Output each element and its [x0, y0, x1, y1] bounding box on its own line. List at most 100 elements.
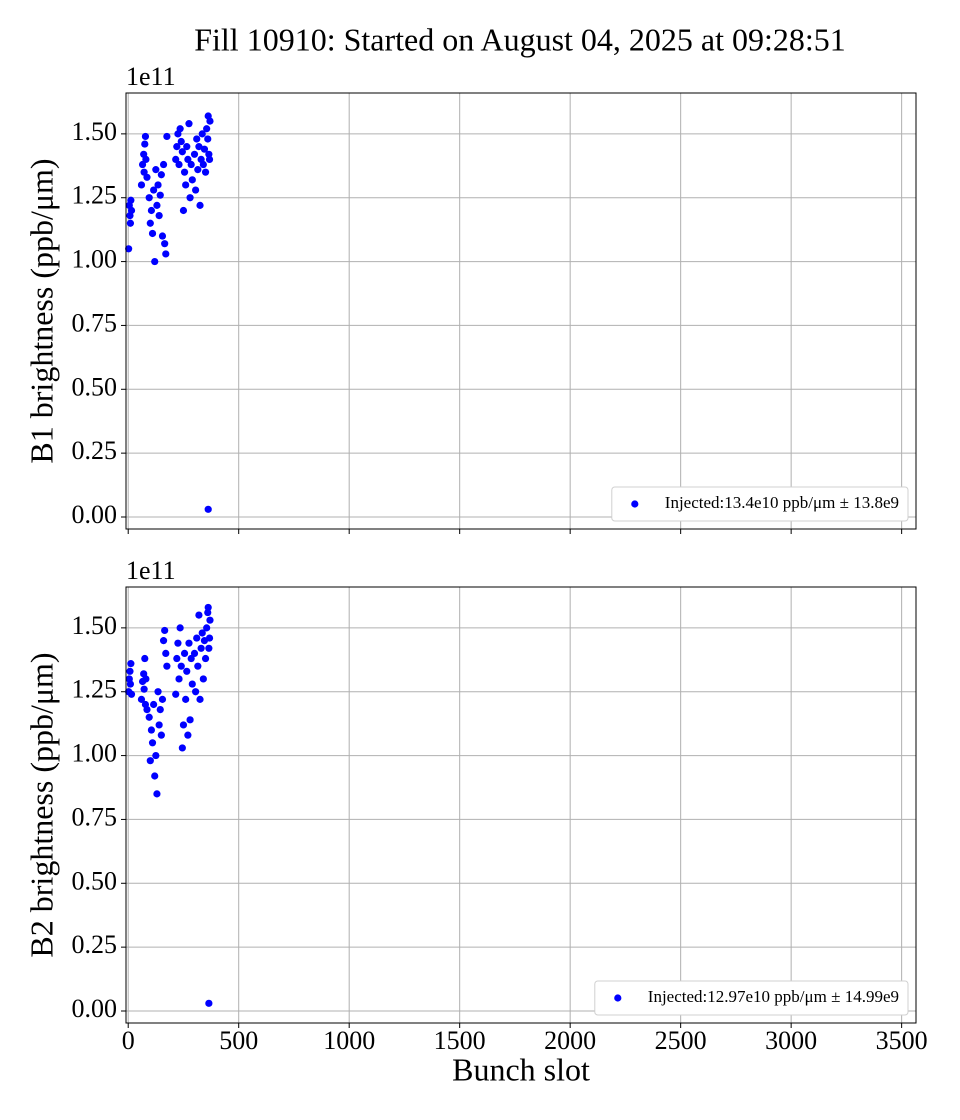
- data-point: [157, 171, 165, 179]
- data-point: [194, 662, 202, 670]
- data-point: [172, 690, 180, 698]
- data-point: [178, 148, 186, 156]
- data-point: [148, 229, 157, 238]
- data-point: [201, 168, 210, 176]
- data-point: [156, 191, 164, 199]
- legend-label: Injected:13.4e10 ppb/μm ± 13.8e9: [665, 493, 899, 512]
- data-point: [126, 219, 135, 227]
- data-point: [183, 667, 191, 675]
- data-point: [182, 695, 190, 703]
- data-point: [143, 706, 151, 714]
- data-point: [175, 160, 183, 169]
- data-point: [143, 173, 151, 181]
- data-point: [151, 772, 159, 780]
- data-point: [187, 160, 195, 169]
- legend: Injected:12.97e10 ppb/μm ± 14.99e9: [594, 980, 909, 1016]
- data-point: [186, 194, 194, 202]
- x-axis-label: Bunch slot: [452, 1051, 590, 1087]
- data-point: [138, 160, 147, 169]
- data-point: [184, 731, 192, 739]
- legend-marker: [631, 500, 639, 508]
- data-point: [196, 201, 204, 209]
- y-axis-label: B2 brightness (ppb/μm): [23, 652, 59, 957]
- data-point: [163, 132, 171, 141]
- x-tick-label: 1000: [323, 1026, 375, 1055]
- y-tick-label: 0.00: [72, 994, 118, 1023]
- legend-box: [611, 486, 909, 522]
- y-tick-label: 0.75: [72, 802, 118, 831]
- data-point: [150, 186, 158, 194]
- data-point: [198, 629, 206, 637]
- data-point: [147, 206, 156, 215]
- data-point: [177, 662, 185, 670]
- data-point: [141, 654, 149, 663]
- data-point: [180, 168, 189, 176]
- data-point: [206, 117, 214, 125]
- data-point: [192, 186, 200, 194]
- data-point: [176, 624, 184, 632]
- x-tick-label: 1500: [434, 1026, 486, 1055]
- data-point: [188, 176, 196, 184]
- y-axis-label: B1 brightness (ppb/μm): [23, 158, 59, 463]
- y-tick-label: 0.25: [72, 930, 118, 959]
- data-point: [127, 690, 136, 698]
- data-point: [173, 143, 181, 151]
- data-point: [127, 196, 135, 204]
- offset-label: 1e11: [126, 556, 176, 585]
- data-point: [158, 695, 167, 703]
- data-point: [142, 675, 150, 683]
- legend-box: [594, 980, 909, 1016]
- data-point: [153, 790, 161, 798]
- data-point: [162, 250, 170, 258]
- data-point: [193, 135, 201, 143]
- data-point: [126, 667, 134, 675]
- plot-frame: [125, 586, 917, 1024]
- data-point: [185, 639, 193, 647]
- data-point: [146, 757, 154, 765]
- data-point: [137, 181, 146, 189]
- data-point: [140, 685, 148, 693]
- data-point: [125, 245, 133, 253]
- data-point: [173, 654, 181, 663]
- y-tick-label: 0.50: [72, 866, 118, 895]
- data-point: [154, 688, 162, 696]
- data-point: [175, 675, 183, 683]
- plot-frame: [125, 92, 917, 530]
- data-point: [206, 616, 214, 624]
- data-point: [195, 143, 203, 151]
- data-point: [158, 232, 167, 240]
- data-point: [147, 726, 156, 734]
- data-point: [142, 155, 150, 164]
- data-point: [159, 637, 168, 645]
- figure-title: Fill 10910: Started on August 04, 2025 a…: [194, 21, 846, 57]
- data-point: [145, 194, 153, 202]
- x-tick-label: 3500: [876, 1026, 928, 1055]
- data-point: [180, 649, 189, 658]
- data-point: [157, 731, 165, 739]
- data-point: [205, 644, 213, 652]
- data-point: [137, 695, 146, 703]
- data-point: [190, 150, 199, 158]
- data-point: [192, 688, 200, 696]
- data-point: [201, 654, 210, 663]
- y-tick-label: 1.25: [72, 675, 118, 704]
- data-point: [187, 654, 195, 663]
- y-tick-label: 1.50: [72, 117, 118, 146]
- y-tick-label: 0.25: [72, 436, 118, 465]
- data-point: [193, 634, 201, 642]
- data-point: [153, 201, 161, 209]
- x-tick-label: 500: [219, 1026, 258, 1055]
- data-point: [199, 675, 207, 683]
- x-tick-label: 0: [122, 1026, 135, 1055]
- x-tick-label: 3000: [765, 1026, 817, 1055]
- data-point: [195, 611, 203, 619]
- data-point: [179, 206, 188, 215]
- data-point: [188, 680, 196, 688]
- x-tick-label: 2500: [655, 1026, 707, 1055]
- data-point: [127, 206, 136, 215]
- data-point: [183, 143, 191, 151]
- y-tick-label: 1.00: [72, 739, 118, 768]
- data-point: [141, 140, 149, 148]
- y-tick-label: 0.50: [72, 372, 118, 401]
